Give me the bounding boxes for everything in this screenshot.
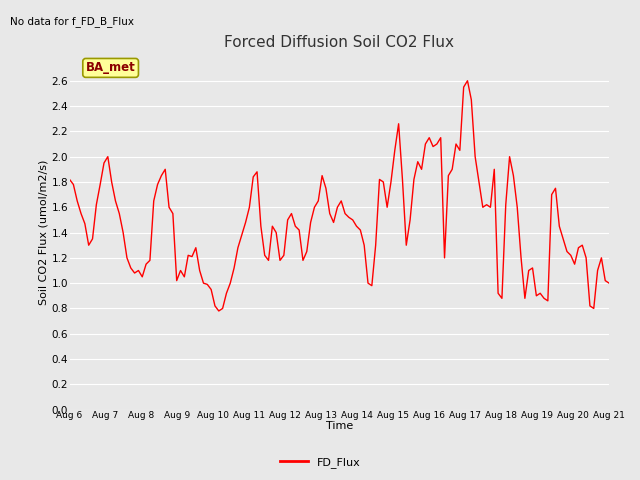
X-axis label: Time: Time <box>326 421 353 432</box>
Title: Forced Diffusion Soil CO2 Flux: Forced Diffusion Soil CO2 Flux <box>224 35 454 50</box>
Legend: FD_Flux: FD_Flux <box>275 452 365 472</box>
Y-axis label: Soil CO2 Flux (umol/m2/s): Soil CO2 Flux (umol/m2/s) <box>39 160 49 305</box>
Text: BA_met: BA_met <box>86 61 136 74</box>
Text: No data for f_FD_B_Flux: No data for f_FD_B_Flux <box>10 16 134 27</box>
